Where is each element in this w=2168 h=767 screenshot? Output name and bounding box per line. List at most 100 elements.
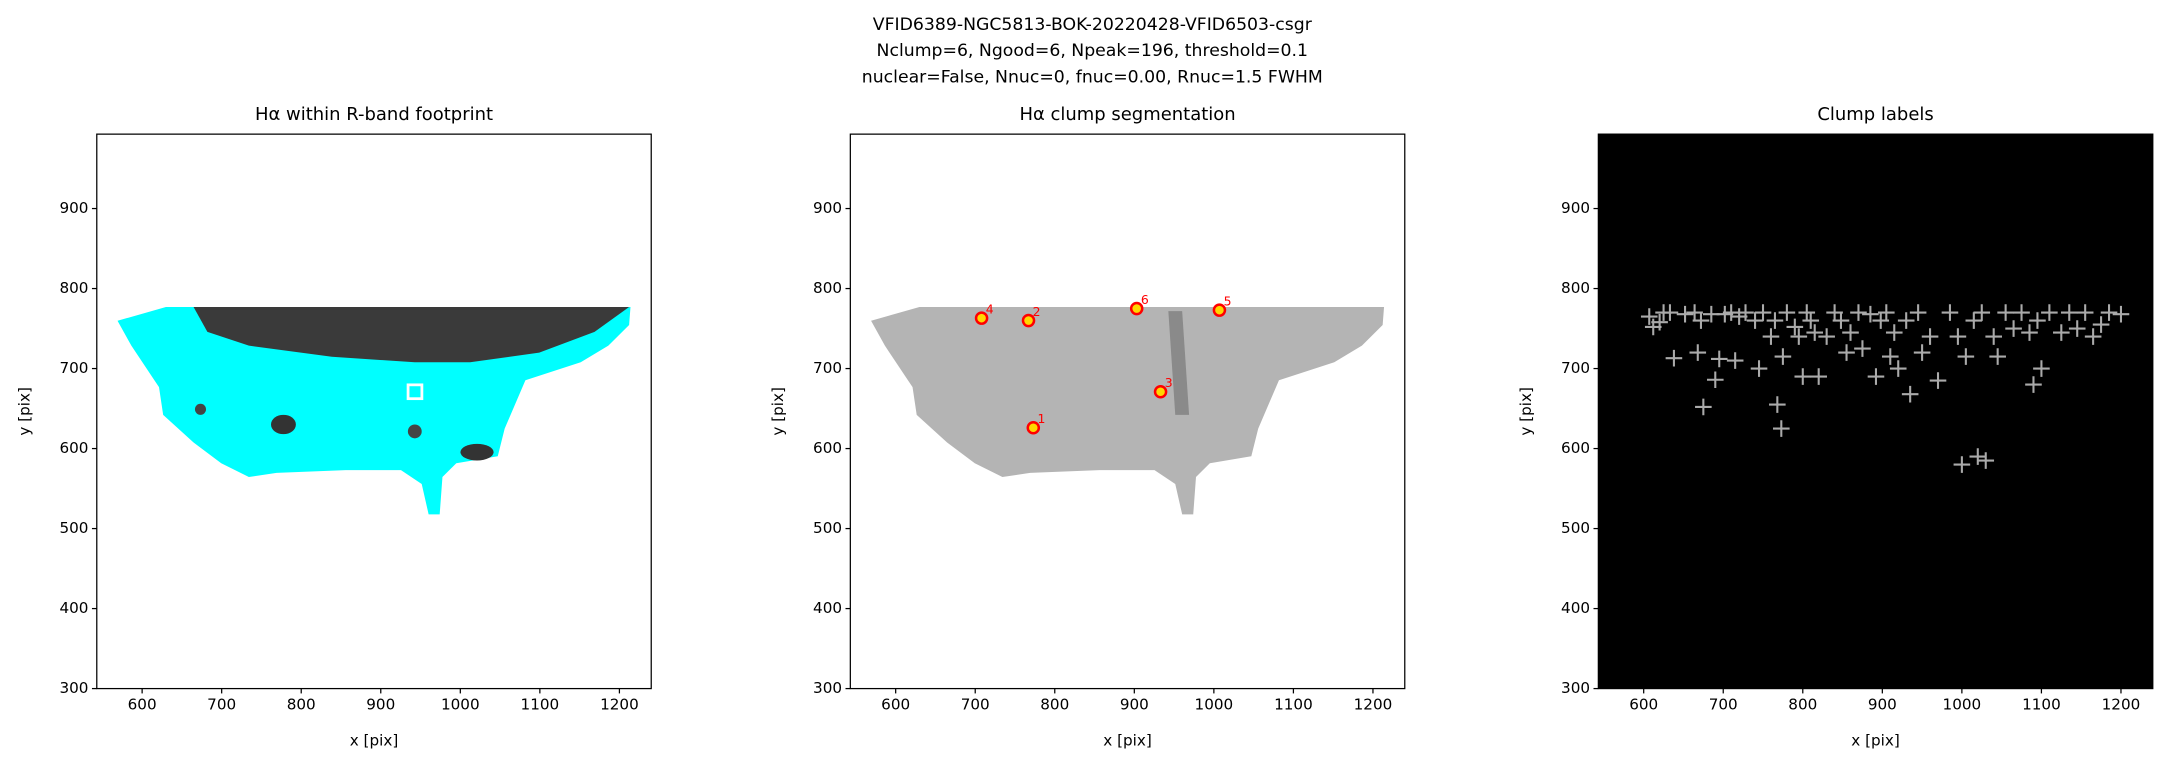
x-tick-label: 600	[128, 696, 157, 714]
peak-marker	[2100, 304, 2118, 321]
peak-marker	[2084, 328, 2102, 345]
peak-marker	[1778, 304, 1796, 321]
clump-marker	[1153, 384, 1168, 399]
suptitle: Nclump=6, Ngood=6, Npeak=196, threshold=…	[877, 41, 1308, 61]
axes-title: Hα within R-band footprint	[255, 104, 493, 125]
y-axis-label: y [pix]	[769, 387, 787, 436]
x-tick-label: 1100	[2022, 696, 2061, 714]
peak-marker	[1695, 398, 1712, 416]
x-tick-label: 700	[207, 696, 236, 714]
peak-marker	[2025, 376, 2042, 393]
y-tick-label: 400	[1561, 599, 1590, 617]
axes-frame	[96, 133, 652, 690]
peak-marker	[1977, 452, 1995, 469]
x-tick-label: 800	[287, 696, 316, 714]
peak-marker	[2013, 304, 2030, 321]
peak-marker	[1969, 448, 1987, 465]
peak-marker	[1762, 328, 1780, 345]
peak-marker	[1774, 348, 1792, 365]
axes-title: Clump labels	[1817, 104, 1933, 125]
clump-label: 3	[1165, 375, 1173, 390]
peak-marker	[1769, 396, 1786, 413]
x-tick-label: 800	[1040, 696, 1069, 714]
peak-marker	[1878, 304, 1895, 321]
suptitle: nuclear=False, Nnuc=0, fnuc=0.00, Rnuc=1…	[862, 67, 1323, 87]
peak-marker	[1790, 328, 1808, 345]
peak-marker	[1689, 344, 1707, 361]
y-tick-label: 300	[59, 679, 88, 697]
peak-marker	[1901, 385, 1919, 403]
y-tick-label: 900	[813, 199, 842, 217]
clump-marker	[1026, 420, 1041, 435]
y-tick-label: 600	[813, 439, 842, 457]
peak-marker	[1889, 360, 1907, 377]
y-tick-label: 800	[1561, 279, 1590, 297]
axes-title: Hα clump segmentation	[1019, 104, 1235, 125]
peak-marker	[1832, 312, 1850, 329]
y-tick-label: 500	[59, 519, 88, 537]
clump-label: 4	[986, 301, 994, 316]
y-tick-label: 300	[1561, 679, 1590, 697]
clump-marker	[1021, 313, 1036, 328]
peak-marker	[2041, 304, 2058, 321]
x-tick-label: 1100	[521, 696, 560, 714]
x-tick-label: 1000	[1195, 696, 1234, 714]
peak-marker	[2053, 324, 2070, 341]
peak-marker	[1665, 349, 1683, 367]
y-tick-label: 600	[1561, 439, 1590, 457]
x-tick-label: 1200	[1354, 696, 1393, 714]
peak-marker	[1794, 368, 1812, 385]
peak-marker	[1737, 304, 1754, 321]
y-tick-label: 800	[813, 279, 842, 297]
x-tick-label: 700	[1709, 696, 1738, 714]
x-axis-label: x [pix]	[1851, 732, 1900, 750]
y-axis-label: y [pix]	[15, 387, 33, 436]
x-tick-label: 1200	[2102, 696, 2141, 714]
peak-marker	[1989, 348, 2006, 365]
peak-marker	[2033, 360, 2050, 377]
peak-marker	[1773, 420, 1790, 437]
x-tick-label: 600	[881, 696, 910, 714]
peak-marker	[1885, 324, 1903, 341]
peak-marker	[1692, 312, 1710, 329]
peak-marker	[2029, 312, 2046, 329]
peak-marker	[1798, 304, 1816, 321]
peak-marker	[1929, 372, 1947, 389]
peak-marker	[1818, 328, 1835, 345]
y-tick-label: 300	[813, 679, 842, 697]
y-tick-label: 900	[59, 199, 88, 217]
peak-marker	[2060, 304, 2078, 321]
clump-marker	[974, 311, 989, 325]
x-axis-label: x [pix]	[1103, 732, 1152, 750]
label-image	[1598, 134, 2153, 689]
peak-marker	[1640, 308, 1658, 325]
peak-marker	[1850, 304, 1867, 321]
peak-marker	[1722, 304, 1740, 321]
peak-marker	[1726, 352, 1744, 369]
segmentation-image	[871, 306, 1385, 515]
peak-marker	[2068, 320, 2086, 337]
y-tick-label: 700	[59, 359, 88, 377]
x-tick-label: 900	[1868, 696, 1897, 714]
suptitle: VFID6389-NGC5813-BOK-20220428-VFID6503-c…	[873, 15, 1313, 35]
peak-marker	[1806, 324, 1824, 341]
peak-marker	[1949, 328, 1967, 345]
peak-marker	[1953, 456, 1971, 473]
peak-marker	[1842, 324, 1859, 341]
x-tick-label: 900	[1120, 696, 1149, 714]
peak-marker	[1754, 304, 1772, 321]
peak-marker	[1941, 304, 1959, 321]
y-axis-label: y [pix]	[1517, 387, 1535, 436]
x-tick-label: 900	[366, 696, 395, 714]
peak-marker	[1661, 304, 1679, 321]
peak-marker	[1651, 313, 1668, 331]
peak-marker	[1766, 312, 1784, 329]
x-tick-label: 1000	[441, 696, 480, 714]
x-tick-label: 800	[1788, 696, 1817, 714]
peak-marker	[1921, 328, 1939, 345]
peak-marker	[2076, 304, 2094, 321]
peak-marker	[1957, 348, 1975, 365]
peak-marker	[2092, 316, 2110, 333]
peak-marker	[2005, 320, 2022, 337]
x-tick-label: 1200	[600, 696, 639, 714]
